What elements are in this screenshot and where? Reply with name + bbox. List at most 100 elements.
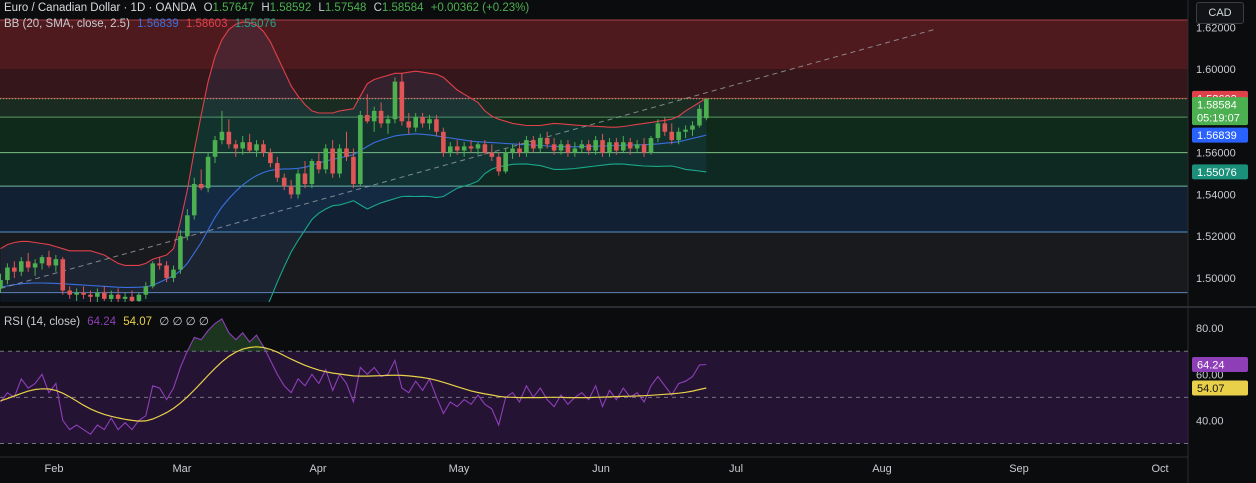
bb-upper-line bbox=[0, 21, 707, 266]
candle-71 bbox=[489, 144, 495, 161]
candle-80 bbox=[551, 138, 557, 155]
candle-body bbox=[344, 148, 349, 157]
candle-12 bbox=[81, 286, 86, 299]
candle-96 bbox=[662, 117, 668, 136]
candle-100 bbox=[690, 121, 695, 136]
candle-92 bbox=[634, 140, 640, 153]
candle-21 bbox=[143, 282, 149, 299]
candle-77 bbox=[531, 135, 536, 153]
candle-41 bbox=[281, 173, 287, 191]
candle-body bbox=[233, 144, 239, 149]
candle-body bbox=[275, 163, 280, 178]
candle-32 bbox=[219, 110, 225, 145]
bb-legend[interactable]: BB (20, SMA, close, 2.5) 1.56839 1.58603… bbox=[4, 18, 280, 30]
candle-86 bbox=[593, 135, 598, 155]
price-tick-0: 1.62000 bbox=[1196, 22, 1236, 34]
candle-65 bbox=[448, 142, 453, 157]
rsi-tick-0: 80.00 bbox=[1196, 323, 1224, 335]
candle-33 bbox=[226, 119, 232, 149]
candle-78 bbox=[537, 133, 543, 153]
candle-67 bbox=[461, 142, 467, 157]
change-value: +0.00362 (+0.23%) bbox=[430, 2, 530, 14]
candle-body bbox=[641, 144, 647, 153]
candle-90 bbox=[621, 135, 626, 153]
candle-body bbox=[441, 131, 446, 153]
candle-body bbox=[607, 142, 612, 153]
candle-83 bbox=[572, 142, 578, 157]
candle-58 bbox=[399, 73, 405, 126]
candle-body bbox=[295, 173, 301, 195]
candle-body bbox=[18, 261, 24, 272]
candle-50 bbox=[344, 131, 349, 161]
candle-81 bbox=[558, 140, 564, 155]
rsi-ma-value-label: 54.07 bbox=[1197, 383, 1225, 395]
candle-52 bbox=[358, 110, 363, 187]
bb-basis-value: 1.56839 bbox=[137, 18, 179, 30]
zone-band-6 bbox=[0, 232, 1188, 293]
candle-70 bbox=[482, 140, 488, 155]
bb-lower-price-label-box bbox=[1192, 164, 1248, 180]
candle-body bbox=[482, 144, 488, 153]
rsi-pane bbox=[0, 318, 1188, 444]
candle-body bbox=[572, 148, 578, 153]
candle-87 bbox=[600, 133, 605, 157]
candle-body bbox=[351, 156, 356, 184]
open-label: O bbox=[203, 2, 213, 14]
candle-31 bbox=[212, 135, 218, 164]
candle-body bbox=[531, 140, 536, 149]
candle-body bbox=[5, 267, 10, 281]
candle-88 bbox=[607, 138, 612, 157]
bb-upper-value: 1.58603 bbox=[185, 18, 228, 30]
candle-53 bbox=[364, 94, 370, 124]
rsi-value-label-box bbox=[1192, 356, 1248, 372]
candle-14 bbox=[95, 288, 100, 302]
candle-38 bbox=[261, 140, 266, 157]
candle-body bbox=[81, 292, 86, 295]
candle-body bbox=[67, 290, 72, 295]
candle-body bbox=[143, 286, 149, 295]
candle-body bbox=[157, 263, 162, 266]
time-tick-apr: Apr bbox=[309, 463, 326, 475]
candle-body bbox=[337, 148, 342, 174]
candle-body bbox=[247, 142, 252, 151]
candle-29 bbox=[198, 169, 204, 191]
candle-body bbox=[565, 144, 571, 153]
candle-61 bbox=[420, 112, 425, 128]
candle-19 bbox=[129, 290, 135, 302]
candle-body bbox=[690, 125, 695, 130]
rsi-tick-2: 40.00 bbox=[1196, 415, 1224, 427]
symbol-title[interactable]: Euro / Canadian Dollar · 1D · OANDA bbox=[4, 2, 197, 14]
bb-label: BB (20, SMA, close, 2.5) bbox=[4, 18, 130, 30]
candle-body bbox=[461, 146, 467, 151]
candle-2 bbox=[12, 261, 17, 278]
rsi-ma-line bbox=[0, 346, 707, 422]
candle-64 bbox=[441, 127, 446, 157]
candle-99 bbox=[683, 125, 688, 139]
candle-97 bbox=[669, 123, 675, 145]
candle-82 bbox=[565, 140, 571, 157]
candle-body bbox=[551, 144, 557, 151]
rsi-value: 64.24 bbox=[87, 316, 117, 328]
candle-body bbox=[268, 152, 273, 164]
candle-body bbox=[102, 292, 107, 299]
bb-lower-line bbox=[268, 163, 707, 302]
time-tick-may: May bbox=[449, 463, 470, 475]
candle-body bbox=[448, 146, 453, 153]
candle-body bbox=[621, 142, 626, 151]
candle-body bbox=[669, 131, 675, 141]
candle-body bbox=[517, 148, 522, 153]
candle-body bbox=[586, 144, 591, 151]
candle-25 bbox=[171, 265, 176, 283]
price-tick-4: 1.54000 bbox=[1196, 189, 1236, 201]
candle-body bbox=[288, 186, 294, 195]
candle-68 bbox=[468, 140, 474, 153]
candle-36 bbox=[247, 133, 252, 153]
rsi-legend[interactable]: RSI (14, close) 64.24 54.07 ∅ ∅ ∅ ∅ bbox=[4, 314, 213, 328]
currency-button[interactable]: CAD bbox=[1196, 2, 1244, 24]
candle-55 bbox=[378, 102, 384, 128]
candle-body bbox=[108, 294, 114, 299]
candle-40 bbox=[275, 156, 280, 182]
candle-body bbox=[74, 292, 79, 295]
candle-43 bbox=[295, 169, 301, 199]
